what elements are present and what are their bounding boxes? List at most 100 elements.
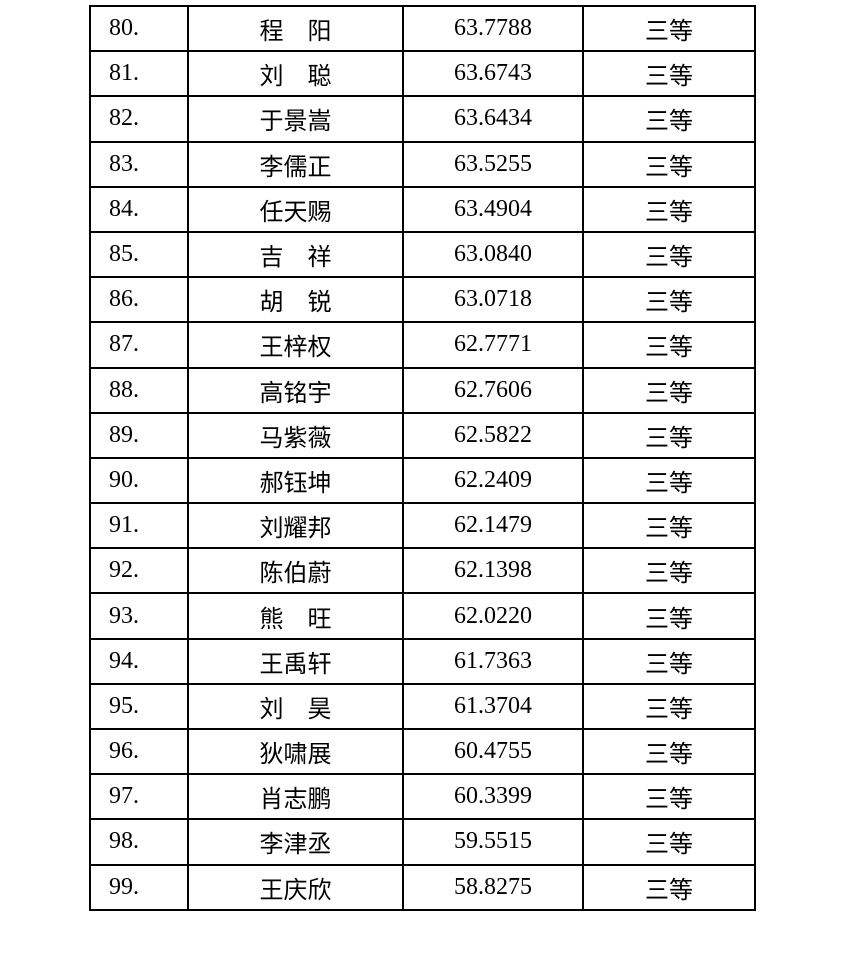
table-row: 90. 郝钰坤 62.2409 三等 — [89, 456, 756, 505]
grade-cell: 三等 — [582, 276, 756, 324]
name-cell: 熊 旺 — [187, 592, 404, 640]
score-cell: 62.1398 — [402, 547, 584, 595]
table-row: 95. 刘 昊 61.3704 三等 — [89, 682, 756, 731]
rank-number-cell: 82. — [89, 95, 189, 143]
table-row: 96. 狄啸展 60.4755 三等 — [89, 727, 756, 776]
table-row: 83. 李儒正 63.5255 三等 — [89, 140, 756, 188]
grade-cell: 三等 — [582, 727, 756, 776]
ranking-table-body: 80. 程 阳 63.7788 三等 81. 刘 聪 63.6743 三等 82. 于景嵩 63.6… — [89, 4, 756, 911]
name-cell: 肖志鹏 — [187, 773, 404, 821]
grade-cell: 三等 — [582, 547, 756, 595]
grade-cell: 三等 — [582, 502, 756, 550]
rank-number-cell: 83. — [89, 140, 189, 188]
grade-cell: 三等 — [582, 637, 756, 685]
rank-number-cell: 95. — [89, 682, 189, 731]
grade-cell: 三等 — [582, 773, 756, 821]
rank-number-cell: 93. — [89, 592, 189, 640]
name-cell: 吉 祥 — [187, 230, 404, 279]
table-row: 80. 程 阳 63.7788 三等 — [89, 4, 756, 53]
rank-number-cell: 98. — [89, 818, 189, 866]
name-cell: 程 阳 — [187, 4, 404, 53]
grade-cell: 三等 — [582, 682, 756, 731]
grade-cell: 三等 — [582, 366, 756, 414]
grade-cell: 三等 — [582, 592, 756, 640]
table-row: 88. 高铭宇 62.7606 三等 — [89, 366, 756, 414]
name-cell: 王禹轩 — [187, 637, 404, 685]
grade-cell: 三等 — [582, 456, 756, 505]
score-cell: 63.6743 — [402, 50, 584, 98]
rank-number-cell: 87. — [89, 321, 189, 369]
table-row: 98. 李津丞 59.5515 三等 — [89, 818, 756, 866]
score-cell: 61.3704 — [402, 682, 584, 731]
rank-number-cell: 96. — [89, 727, 189, 776]
grade-cell: 三等 — [582, 321, 756, 369]
score-cell: 62.7606 — [402, 366, 584, 414]
table-row: 93. 熊 旺 62.0220 三等 — [89, 592, 756, 640]
score-cell: 63.6434 — [402, 95, 584, 143]
score-cell: 63.0718 — [402, 276, 584, 324]
rank-number-cell: 99. — [89, 863, 189, 911]
score-cell: 61.7363 — [402, 637, 584, 685]
name-cell: 刘耀邦 — [187, 502, 404, 550]
rank-number-cell: 94. — [89, 637, 189, 685]
rank-number-cell: 84. — [89, 185, 189, 233]
rank-number-cell: 92. — [89, 547, 189, 595]
table-row: 99. 王庆欣 58.8275 三等 — [89, 863, 756, 911]
score-cell: 62.0220 — [402, 592, 584, 640]
score-cell: 62.5822 — [402, 411, 584, 459]
name-cell: 高铭宇 — [187, 366, 404, 414]
grade-cell: 三等 — [582, 818, 756, 866]
name-cell: 李儒正 — [187, 140, 404, 188]
table-row: 97. 肖志鹏 60.3399 三等 — [89, 773, 756, 821]
grade-cell: 三等 — [582, 50, 756, 98]
table-row: 94. 王禹轩 61.7363 三等 — [89, 637, 756, 685]
ranking-table: 80. 程 阳 63.7788 三等 81. 刘 聪 63.6743 三等 82. 于景嵩 63.6… — [89, 4, 756, 911]
rank-number-cell: 90. — [89, 456, 189, 505]
name-cell: 刘 昊 — [187, 682, 404, 731]
name-cell: 陈伯蔚 — [187, 547, 404, 595]
table-row: 85. 吉 祥 63.0840 三等 — [89, 230, 756, 279]
name-cell: 狄啸展 — [187, 727, 404, 776]
score-cell: 62.2409 — [402, 456, 584, 505]
table-row: 81. 刘 聪 63.6743 三等 — [89, 50, 756, 98]
table-row: 91. 刘耀邦 62.1479 三等 — [89, 502, 756, 550]
grade-cell: 三等 — [582, 95, 756, 143]
name-cell: 郝钰坤 — [187, 456, 404, 505]
rank-number-cell: 97. — [89, 773, 189, 821]
table-row: 82. 于景嵩 63.6434 三等 — [89, 95, 756, 143]
score-cell: 63.5255 — [402, 140, 584, 188]
name-cell: 任天赐 — [187, 185, 404, 233]
rank-number-cell: 81. — [89, 50, 189, 98]
rank-number-cell: 89. — [89, 411, 189, 459]
score-cell: 63.7788 — [402, 4, 584, 53]
rank-number-cell: 86. — [89, 276, 189, 324]
name-cell: 王庆欣 — [187, 863, 404, 911]
rank-number-cell: 88. — [89, 366, 189, 414]
score-cell: 62.7771 — [402, 321, 584, 369]
table-row: 89. 马紫薇 62.5822 三等 — [89, 411, 756, 459]
rank-number-cell: 91. — [89, 502, 189, 550]
name-cell: 于景嵩 — [187, 95, 404, 143]
name-cell: 李津丞 — [187, 818, 404, 866]
name-cell: 马紫薇 — [187, 411, 404, 459]
score-cell: 63.0840 — [402, 230, 584, 279]
score-cell: 58.8275 — [402, 863, 584, 911]
rank-number-cell: 85. — [89, 230, 189, 279]
table-row: 86. 胡 锐 63.0718 三等 — [89, 276, 756, 324]
score-cell: 60.3399 — [402, 773, 584, 821]
score-cell: 63.4904 — [402, 185, 584, 233]
grade-cell: 三等 — [582, 863, 756, 911]
score-cell: 62.1479 — [402, 502, 584, 550]
table-row: 87. 王梓权 62.7771 三等 — [89, 321, 756, 369]
grade-cell: 三等 — [582, 140, 756, 188]
score-cell: 59.5515 — [402, 818, 584, 866]
rank-number-cell: 80. — [89, 4, 189, 53]
grade-cell: 三等 — [582, 411, 756, 459]
grade-cell: 三等 — [582, 230, 756, 279]
name-cell: 刘 聪 — [187, 50, 404, 98]
score-cell: 60.4755 — [402, 727, 584, 776]
table-row: 84. 任天赐 63.4904 三等 — [89, 185, 756, 233]
grade-cell: 三等 — [582, 185, 756, 233]
name-cell: 胡 锐 — [187, 276, 404, 324]
grade-cell: 三等 — [582, 4, 756, 53]
